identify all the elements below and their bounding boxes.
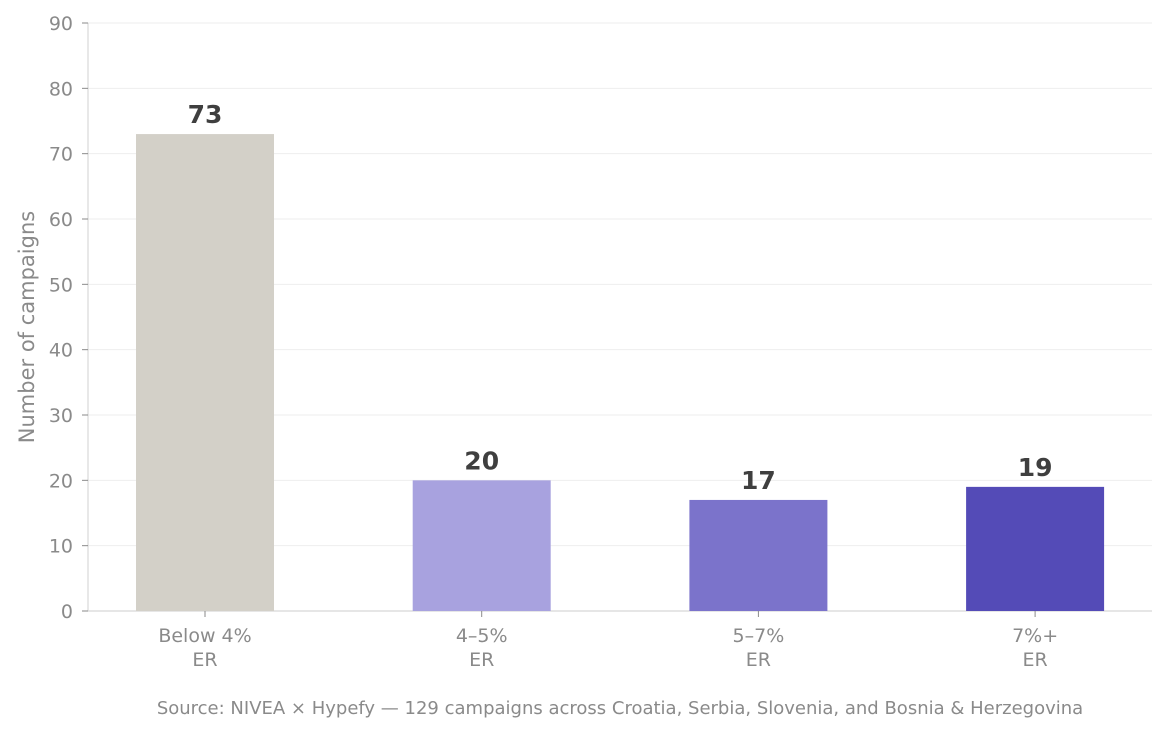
bar [966, 486, 1105, 611]
x-tick-label: ER [469, 649, 494, 671]
bar [136, 134, 274, 612]
bar-value-label: 19 [1018, 453, 1053, 482]
bar [412, 480, 551, 611]
y-tick-label: 50 [49, 274, 73, 296]
bar-value-label: 17 [741, 466, 776, 495]
y-tick-label: 30 [49, 405, 73, 427]
x-tick-label: ER [746, 649, 771, 671]
y-tick-label: 0 [61, 601, 73, 623]
y-tick-label: 90 [49, 13, 73, 35]
y-tick-label: 60 [49, 209, 73, 231]
x-tick-label: 5–7% [733, 625, 785, 647]
x-tick-label: ER [192, 649, 217, 671]
source-note: Source: NIVEA × Hypefy — 129 campaigns a… [156, 698, 1084, 719]
y-tick-label: 20 [49, 470, 73, 492]
bar-value-label: 20 [464, 446, 499, 475]
y-tick-label: 10 [49, 536, 73, 558]
x-tick-label: 4–5% [456, 625, 508, 647]
bar [689, 499, 828, 611]
y-axis-title: Number of campaigns [15, 211, 39, 443]
x-tick-label: ER [1022, 649, 1047, 671]
x-tick-label: Below 4% [158, 625, 251, 647]
x-tick-label: 7%+ [1012, 625, 1058, 647]
y-tick-label: 70 [49, 144, 73, 166]
y-tick-label: 80 [49, 78, 73, 100]
bar-value-label: 73 [188, 100, 223, 129]
y-tick-label: 40 [49, 340, 73, 362]
